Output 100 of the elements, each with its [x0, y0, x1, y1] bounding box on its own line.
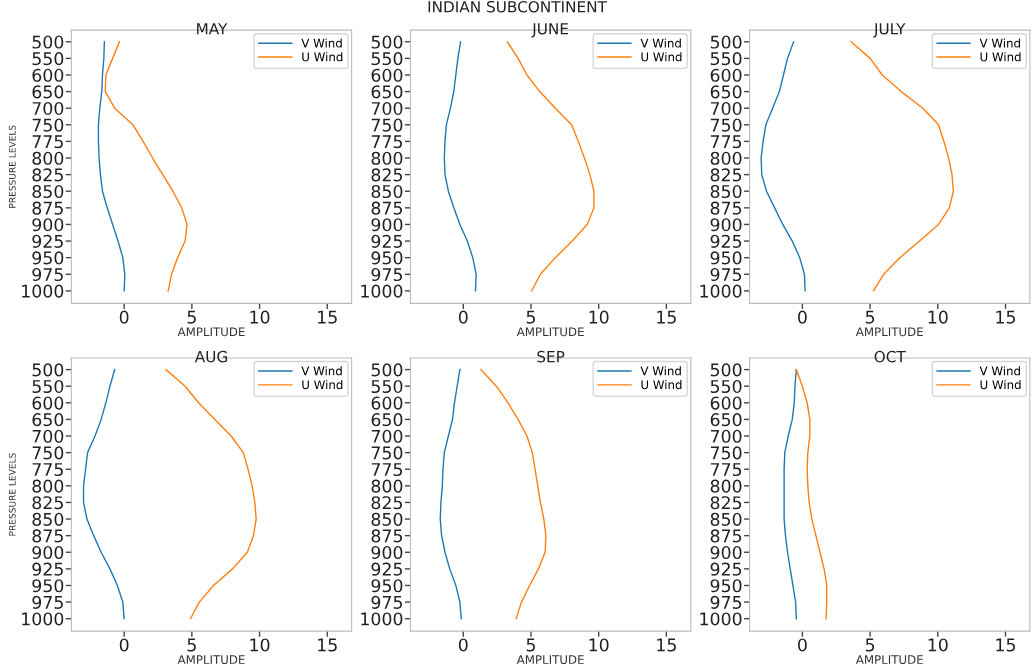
- y-tick-label: 750: [710, 446, 742, 460]
- legend-label: V Wind: [301, 366, 342, 376]
- y-tick-label: 925: [710, 562, 742, 576]
- y-tick-label: 550: [371, 379, 403, 394]
- x-tick-label: 5: [865, 638, 875, 652]
- y-tick-label: 750: [32, 118, 64, 132]
- y-tick-label: 750: [710, 118, 742, 132]
- y-tick-label: 900: [32, 545, 64, 560]
- x-tick-label: 10: [250, 638, 270, 652]
- y-tick-label: 875: [710, 201, 742, 215]
- y-tick-label: 850: [710, 512, 742, 526]
- x-tick-label: 10: [928, 310, 948, 324]
- y-tick-label: 750: [32, 446, 64, 460]
- legend-label: U Wind: [980, 380, 1021, 390]
- x-tick-label: 10: [250, 310, 270, 324]
- y-tick-label: 825: [710, 168, 742, 182]
- y-tick-label: 800: [710, 479, 742, 493]
- y-tick-label: 1000: [361, 284, 403, 298]
- y-tick-label: 1000: [22, 284, 64, 298]
- y-tick-label: 950: [710, 579, 742, 593]
- y-tick-label: 825: [371, 496, 403, 510]
- y-tick-label: 650: [32, 413, 64, 427]
- x-axis-title: AMPLITUDE: [855, 655, 923, 665]
- x-axis-title: AMPLITUDE: [177, 655, 245, 665]
- y-tick-label: 800: [371, 151, 403, 165]
- x-tick-label: 5: [187, 310, 196, 324]
- y-tick-label: 950: [710, 251, 742, 265]
- y-tick-label: 900: [371, 218, 403, 232]
- y-tick-label: 750: [371, 446, 403, 460]
- x-tick-label: 0: [119, 310, 129, 324]
- x-tick-label: 10: [928, 638, 948, 652]
- x-tick-label: 10: [589, 310, 609, 324]
- y-tick-label: 850: [710, 184, 742, 199]
- y-tick-label: 600: [710, 396, 742, 410]
- y-tick-label: 825: [371, 168, 403, 182]
- y-tick-label: 975: [710, 267, 742, 282]
- y-tick-label: 975: [371, 595, 403, 609]
- y-tick-label: 650: [32, 85, 64, 99]
- y-tick-label: 800: [32, 479, 64, 493]
- chart-title: OCT: [874, 350, 906, 363]
- y-tick-label: 875: [371, 529, 403, 543]
- x-tick-label: 5: [526, 638, 535, 652]
- y-tick-label: 950: [32, 251, 64, 265]
- x-tick-label: 15: [318, 638, 337, 652]
- x-tick-label: 15: [318, 310, 337, 324]
- y-tick-label: 825: [32, 496, 63, 510]
- y-tick-label: 550: [710, 379, 742, 394]
- y-tick-label: 975: [32, 595, 63, 609]
- y-tick-label: 700: [371, 429, 403, 443]
- text: INDIAN SUBCONTINENT: [428, 0, 607, 13]
- y-tick-label: 850: [32, 512, 64, 526]
- y-tick-label: 850: [371, 184, 403, 199]
- x-tick-label: 5: [526, 310, 535, 324]
- x-tick-label: 5: [187, 638, 196, 652]
- legend-label: V Wind: [301, 38, 342, 48]
- y-tick-label: 825: [32, 168, 63, 182]
- y-tick-label: 975: [371, 267, 403, 282]
- y-tick-label: 700: [710, 429, 742, 443]
- y-tick-label: 550: [32, 52, 64, 66]
- x-axis-title: AMPLITUDE: [177, 327, 245, 337]
- chart-title: JUNE: [531, 23, 569, 38]
- y-tick-label: 775: [710, 463, 742, 477]
- y-tick-label: 900: [371, 545, 403, 560]
- y-tick-label: 1000: [22, 612, 64, 626]
- y-tick-label: 500: [371, 35, 403, 49]
- y-tick-label: 875: [32, 201, 63, 215]
- y-tick-label: 950: [371, 579, 403, 593]
- y-tick-label: 700: [32, 101, 64, 116]
- x-tick-label: 0: [119, 638, 129, 652]
- y-tick-label: 750: [371, 118, 403, 132]
- legend-label: U Wind: [302, 52, 343, 62]
- y-tick-label: 800: [371, 479, 403, 493]
- y-tick-label: 500: [32, 35, 64, 49]
- x-tick-label: 0: [458, 638, 468, 652]
- y-tick-label: 700: [710, 101, 742, 116]
- y-tick-label: 500: [32, 363, 64, 377]
- y-tick-label: 600: [371, 68, 403, 82]
- legend-label: V Wind: [979, 366, 1020, 376]
- y-tick-label: 650: [371, 413, 403, 427]
- y-tick-label: 550: [32, 379, 64, 394]
- y-tick-label: 600: [32, 396, 64, 410]
- y-tick-label: 900: [710, 218, 742, 232]
- y-tick-label: 1000: [700, 284, 742, 298]
- y-tick-label: 850: [371, 512, 403, 526]
- y-tick-label: 775: [371, 463, 403, 477]
- y-tick-label: 700: [32, 429, 64, 443]
- legend-label: U Wind: [302, 380, 343, 390]
- y-tick-label: 850: [32, 184, 64, 199]
- x-tick-label: 15: [996, 310, 1016, 324]
- y-tick-label: 650: [371, 85, 403, 99]
- y-tick-label: 925: [710, 234, 742, 248]
- x-tick-label: 15: [657, 310, 676, 324]
- y-tick-label: 925: [32, 234, 63, 248]
- y-tick-label: 975: [710, 595, 742, 609]
- y-tick-label: 900: [32, 218, 64, 232]
- chart-title: JULY: [873, 23, 906, 38]
- y-tick-label: 650: [710, 413, 742, 427]
- y-tick-label: 875: [32, 529, 63, 543]
- y-axis-title: PRESSURE LEVELS: [8, 453, 16, 536]
- chart-title: MAY: [197, 23, 228, 35]
